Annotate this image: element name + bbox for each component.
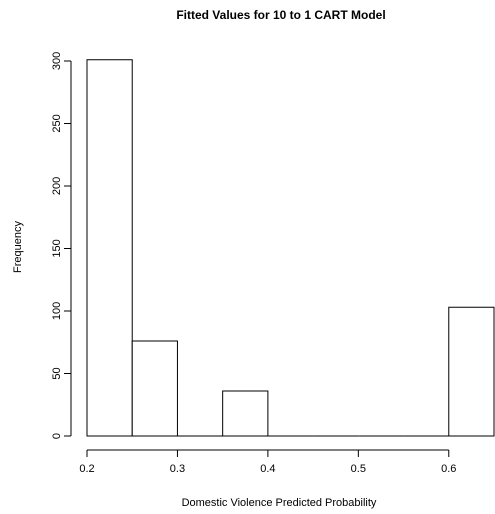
x-tick-label: 0.5 (351, 463, 366, 475)
y-axis: 0 50 100 150 200 250 300 (51, 52, 72, 439)
x-axis-label: Domestic Violence Predicted Probability (182, 497, 377, 509)
x-tick-label: 0.3 (170, 463, 185, 475)
histogram-bar (222, 390, 269, 437)
x-tick-label: 0.6 (441, 463, 456, 475)
y-tick-label: 150 (51, 239, 63, 257)
histogram-bar (131, 340, 178, 437)
x-tick-label: 0.2 (79, 463, 94, 475)
x-tick-label: 0.4 (260, 463, 275, 475)
chart-title: Fitted Values for 10 to 1 CART Model (176, 8, 385, 22)
histogram-bar (86, 59, 133, 437)
y-tick-label: 300 (51, 52, 63, 70)
y-tick-label: 100 (51, 302, 63, 320)
histogram-bar (448, 306, 495, 437)
y-tick-label: 250 (51, 114, 63, 132)
histogram-bars (86, 59, 495, 437)
x-axis: 0.2 0.3 0.4 0.5 0.6 (79, 449, 456, 475)
y-tick-label: 0 (51, 433, 63, 439)
y-tick-label: 200 (51, 177, 63, 195)
y-axis-label: Frequency (12, 221, 24, 273)
y-tick-label: 50 (51, 367, 63, 379)
